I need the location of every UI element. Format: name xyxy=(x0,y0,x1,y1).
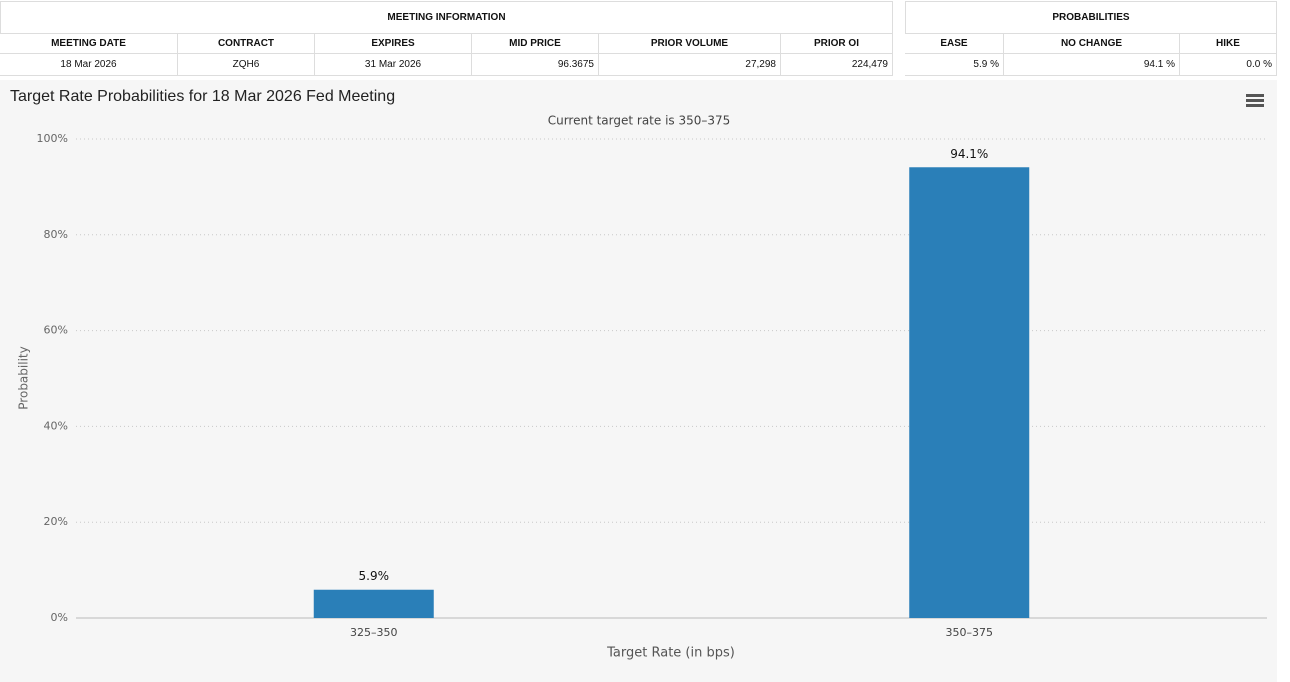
y-tick-label: 0% xyxy=(51,611,68,624)
chart: Target Rate Probabilities for 18 Mar 202… xyxy=(0,80,1277,682)
x-axis-label: Target Rate (in bps) xyxy=(606,646,735,661)
table-cell: 5.9 % xyxy=(905,54,1004,76)
y-tick-label: 40% xyxy=(44,419,68,432)
x-tick-label: 325–350 xyxy=(350,626,398,639)
column-header: EXPIRES xyxy=(315,34,472,54)
y-tick-label: 60% xyxy=(44,324,68,337)
y-tick-label: 100% xyxy=(37,132,68,145)
column-header: PRIOR VOLUME xyxy=(599,34,781,54)
column-header: PRIOR OI xyxy=(781,34,893,54)
menu-bar xyxy=(1246,99,1264,102)
y-tick-label: 80% xyxy=(44,228,68,241)
column-header: EASE xyxy=(905,34,1004,54)
column-header: HIKE xyxy=(1180,34,1277,54)
table-cell: 0.0 % xyxy=(1180,54,1277,76)
menu-bar xyxy=(1246,94,1264,97)
table-cell: 27,298 xyxy=(599,54,781,76)
chart-subtitle: Current target rate is 350–375 xyxy=(548,114,731,128)
table-cell: 31 Mar 2026 xyxy=(315,54,472,76)
column-header: CONTRACT xyxy=(178,34,315,54)
y-tick-label: 20% xyxy=(44,515,68,528)
data-label: 5.9% xyxy=(359,569,390,583)
table-cell: ZQH6 xyxy=(178,54,315,76)
bar xyxy=(909,167,1030,619)
table-title: MEETING INFORMATION xyxy=(0,1,893,34)
data-label: 94.1% xyxy=(950,147,988,161)
menu-bar xyxy=(1246,104,1264,107)
chart-title: Target Rate Probabilities for 18 Mar 202… xyxy=(10,88,395,105)
column-header: NO CHANGE xyxy=(1004,34,1180,54)
table-cell: 224,479 xyxy=(781,54,893,76)
menu-button[interactable] xyxy=(1246,94,1264,107)
table-cell: 96.3675 xyxy=(472,54,599,76)
table-title: PROBABILITIES xyxy=(905,1,1277,34)
table-cell: 18 Mar 2026 xyxy=(0,54,178,76)
y-axis-label: Probability xyxy=(17,346,31,409)
bar xyxy=(313,589,434,618)
column-header: MID PRICE xyxy=(472,34,599,54)
x-tick-label: 350–375 xyxy=(946,626,994,639)
column-header: MEETING DATE xyxy=(0,34,178,54)
table-cell: 94.1 % xyxy=(1004,54,1180,76)
